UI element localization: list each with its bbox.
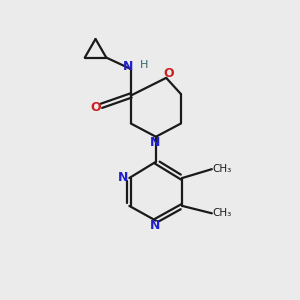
Text: N: N [118, 171, 129, 184]
Text: O: O [163, 67, 174, 80]
Text: O: O [90, 101, 101, 114]
Text: N: N [150, 219, 160, 232]
Text: N: N [150, 136, 160, 148]
Text: N: N [123, 60, 134, 73]
Text: CH₃: CH₃ [212, 208, 232, 218]
Text: H: H [140, 60, 148, 70]
Text: CH₃: CH₃ [212, 164, 232, 174]
